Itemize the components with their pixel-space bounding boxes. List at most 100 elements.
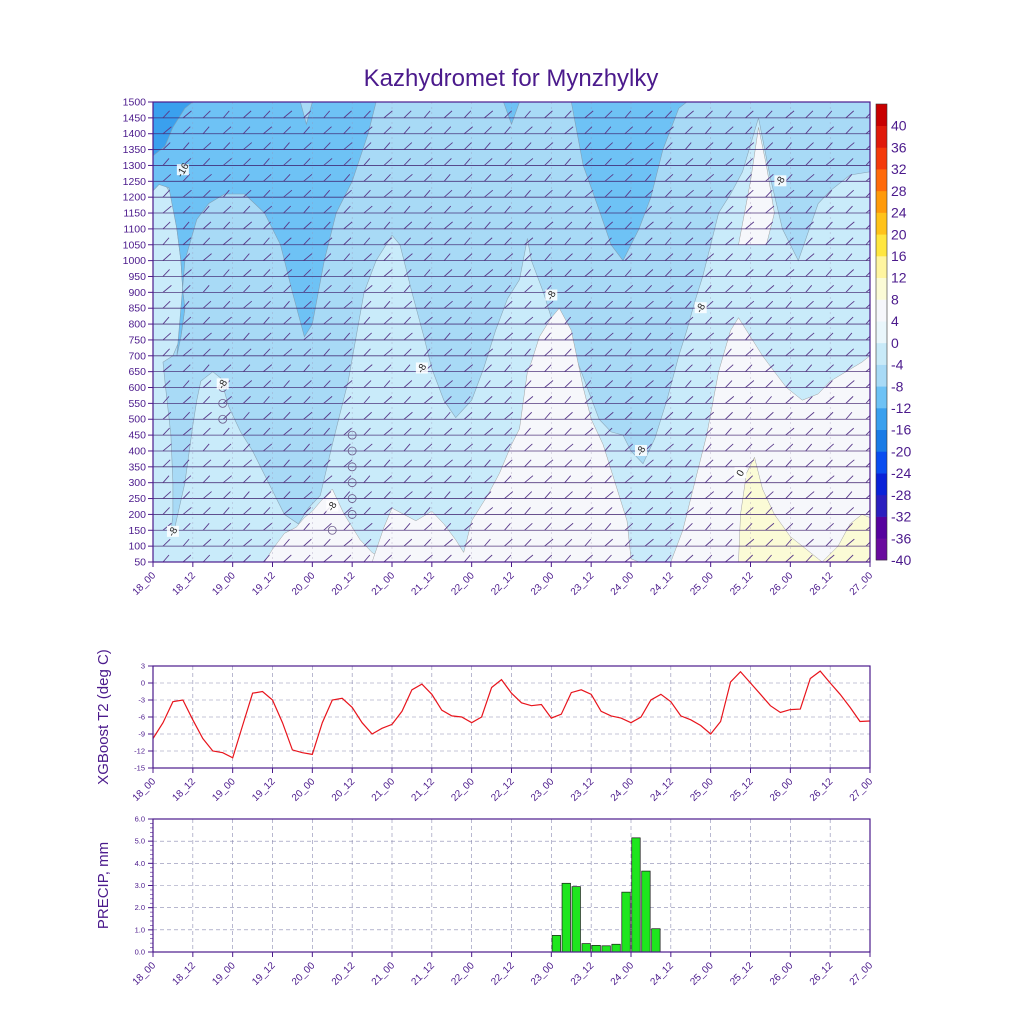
wind-barb-flag [825,110,833,119]
wind-barb-flag [725,332,733,341]
wind-barb-flag [403,126,411,135]
wind-barb-flag [403,507,412,515]
colorbar-label: 20 [891,226,907,242]
wind-barb-flag [403,173,413,182]
wind-barb-flag [785,189,795,198]
wind-barb-flag [524,269,531,277]
wind-barb-flag [705,269,713,277]
wind-barb-flag [825,538,833,547]
wind-barb-flag [263,459,271,468]
wind-barb-flag [162,411,172,420]
wind-barb-flag [544,522,552,531]
wind-barb-flag [303,554,311,562]
wind-barb-flag [624,285,634,293]
wind-barb-flag [624,348,632,357]
wind-barb-flag [323,269,331,277]
colorbar-label: 32 [891,161,907,177]
wind-barb-flag [283,459,290,468]
wind-barb-flag [524,158,534,166]
cs-y-tick-label: 350 [128,461,146,473]
wind-barb-flag [182,443,191,452]
wind-barb-flag [584,110,594,119]
wind-barb-flag [443,364,452,372]
precip-x-tick-label: 21_00 [370,960,398,988]
wind-barb-flag [202,475,211,483]
wind-barb-flag [644,554,653,562]
wind-barb-flag [403,316,411,325]
wind-barb-flag [263,173,272,182]
wind-barb-flag [684,459,692,468]
wind-barb-flag [584,411,592,420]
wind-barb-flag [665,102,666,103]
colorbar-label: 4 [891,313,899,329]
wind-barb-flag [705,491,715,499]
wind-barb-flag [845,396,854,404]
wind-barb-flag [825,380,833,388]
wind-barb-flag [604,380,613,388]
wind-barb-flag [644,110,654,119]
wind-barb-flag [504,348,512,357]
wind-barb-flag [785,538,792,547]
wind-barb-flag [704,158,713,166]
wind-barb-flag [825,554,835,562]
precip-x-tick-label: 18_12 [171,960,199,988]
wind-barb-flag [865,160,870,166]
wind-barb-flag [303,427,312,436]
wind-barb-flag [363,205,373,214]
wind-barb-flag [484,554,493,562]
wind-barb-flag [283,538,290,547]
temp-x-tick-label: 26_00 [768,776,796,804]
wind-barb-flag [564,443,574,452]
wind-barb-flag [323,364,332,372]
wind-barb-flag [765,443,775,452]
wind-barb-flag [423,507,431,515]
wind-barb-flag [805,380,814,388]
wind-barb-flag [383,522,392,531]
wind-barb-flag [725,110,732,119]
wind-barb-flag [303,411,313,420]
wind-barb-flag [825,443,834,452]
wind-barb-flag [423,237,433,246]
wind-barb-flag [825,253,834,261]
wind-barb-flag [182,475,192,484]
wind-barb-flag [765,126,775,135]
wind-barb-flag [303,316,311,325]
wind-barb-flag [484,459,491,468]
wind-barb-flag [504,189,512,198]
wind-barb-flag [222,538,231,547]
wind-barb-flag [202,364,210,372]
wind-barb-flag [363,237,371,246]
wind-barb-flag [222,110,230,119]
wind-barb-flag [825,158,835,166]
contour-label: 0 [735,468,748,479]
wind-barb-flag [363,102,365,103]
wind-barb-flag [725,173,733,182]
cs-y-tick-label: 250 [128,493,146,505]
wind-barb-flag [524,205,533,214]
wind-barb-flag [685,102,686,103]
cs-x-tick-label: 18_12 [171,570,199,598]
wind-barb-flag [765,332,774,341]
wind-barb-flag [544,110,553,119]
wind-barb-flag [403,522,411,531]
wind-barb-flag [222,316,232,325]
wind-barb-flag [664,475,672,483]
wind-barb-flag [725,459,733,468]
wind-barb-flag [564,269,572,277]
wind-barb-flag [403,300,413,309]
wind-barb-flag [544,126,552,135]
wind-barb-flag [343,522,351,531]
wind-barb-flag [805,475,813,483]
wind-barb-flag [162,269,170,277]
wind-barb-flag [845,507,855,515]
wind-barb-flag [624,475,634,484]
colorbar-swatch [876,451,887,474]
wind-barb-flag [423,522,433,531]
wind-barb-flag [383,348,393,357]
wind-barb-flag [243,237,251,246]
wind-barb-flag [202,459,212,468]
wind-barb-flag [664,221,673,230]
wind-barb-flag [845,285,853,293]
wind-barb-flag [484,126,492,135]
wind-barb-flag [484,507,494,515]
